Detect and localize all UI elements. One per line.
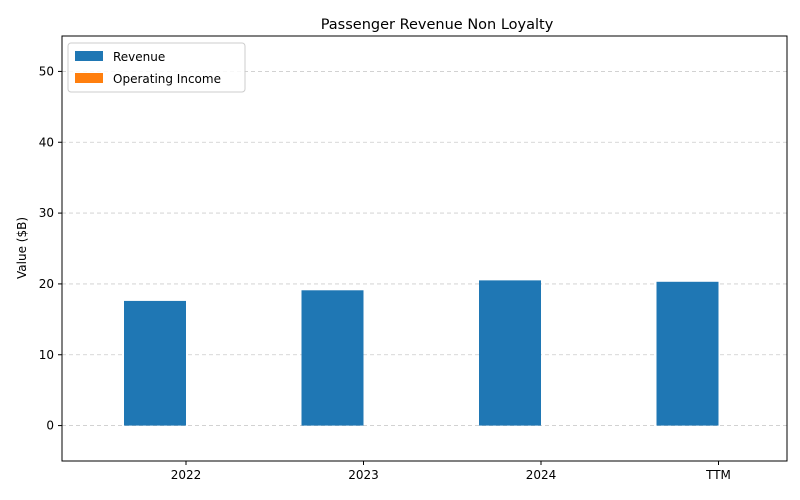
y-tick-label: 10 bbox=[39, 348, 54, 362]
y-axis-ticks: 0 10 20 30 40 50 bbox=[39, 64, 62, 433]
x-tick-label: 2022 bbox=[171, 468, 202, 482]
revenue-bar-2023 bbox=[301, 290, 364, 426]
chart-title: Passenger Revenue Non Loyalty bbox=[321, 17, 554, 33]
y-tick-label: 30 bbox=[39, 206, 54, 220]
legend-swatch bbox=[75, 51, 103, 61]
revenue-bar-2024 bbox=[479, 280, 541, 426]
y-tick-label: 0 bbox=[46, 419, 54, 433]
x-tick-label: 2023 bbox=[348, 468, 379, 482]
legend-box bbox=[67, 42, 246, 93]
x-axis-ticks: 2022 2023 2024 TTM bbox=[171, 461, 731, 482]
legend-swatch bbox=[75, 73, 103, 83]
y-tick-label: 50 bbox=[39, 64, 54, 78]
legend: Revenue Operating Income bbox=[67, 42, 246, 93]
y-axis-label: Value ($B) bbox=[15, 217, 29, 279]
bars-group bbox=[124, 280, 719, 426]
x-tick-label: 2024 bbox=[526, 468, 557, 482]
y-tick-label: 20 bbox=[39, 277, 54, 291]
plot-frame bbox=[61, 35, 788, 462]
y-tick-label: 40 bbox=[39, 135, 54, 149]
legend-entry: Operating Income bbox=[113, 72, 221, 86]
legend-entry: Revenue bbox=[113, 50, 165, 64]
revenue-bar-ttm bbox=[656, 281, 719, 426]
x-tick-label: TTM bbox=[705, 468, 731, 482]
revenue-bar-2022 bbox=[124, 300, 186, 426]
